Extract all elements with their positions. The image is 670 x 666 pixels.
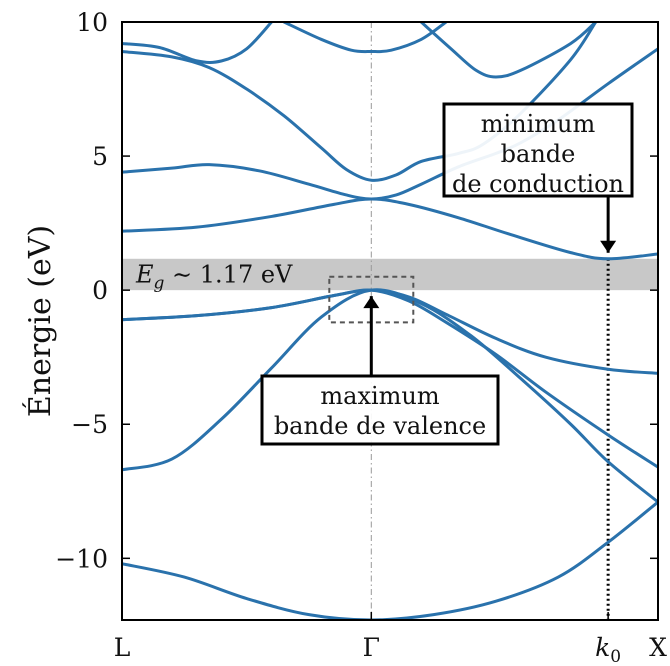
y-tick-label-0: −10 [55,544,108,573]
x-tick-label-0: L [114,633,131,662]
y-tick-label-1: −5 [71,410,108,439]
band-line-9 [282,22,448,54]
cbm-annotation-line-3: de conduction [452,170,624,198]
band-gap-layer: Eg ∼ 1.17 eV [122,258,658,293]
y-tick-label-4: 10 [76,8,108,37]
band-line-8 [122,22,274,64]
cbm-annotation-box [442,102,634,198]
band-line-1 [122,500,658,620]
vbm-annotation-line-2: bande de valence [274,412,486,440]
k0-label-sub: 0 [610,647,621,666]
gap-label-subscript: g [154,273,165,293]
cbm-annotation-line-1: minimum [481,110,596,138]
y-axis-title: Énergie (eV) [22,225,58,417]
x-tick-label-3: X [649,633,667,662]
gap-label-value: ∼ 1.17 eV [164,260,293,288]
plot-frame [121,21,659,621]
band-line-10 [419,22,598,79]
band-line-3 [122,288,658,375]
gap-label-symbol: E [135,260,154,288]
x-tick-label-1: Γ [363,633,380,662]
cbm-annotation-arrowhead [600,240,617,253]
band-gap-band [122,258,658,291]
k0-label-k: k [595,633,610,662]
band-line-4 [122,288,658,469]
vbm-annotation-line-1: maximum [320,382,439,410]
vbm-annotation-arrowhead [363,296,380,309]
y-tick-label-2: 0 [92,276,108,305]
band-gap-label: Eg ∼ 1.17 eV [135,260,293,293]
x-tick-label-2: k0 [595,633,621,666]
y-tick-label-3: 5 [92,142,108,171]
vbm-annotation-box [260,374,500,446]
cbm-annotation-line-2: bande [501,140,576,168]
band-line-5 [122,197,658,261]
